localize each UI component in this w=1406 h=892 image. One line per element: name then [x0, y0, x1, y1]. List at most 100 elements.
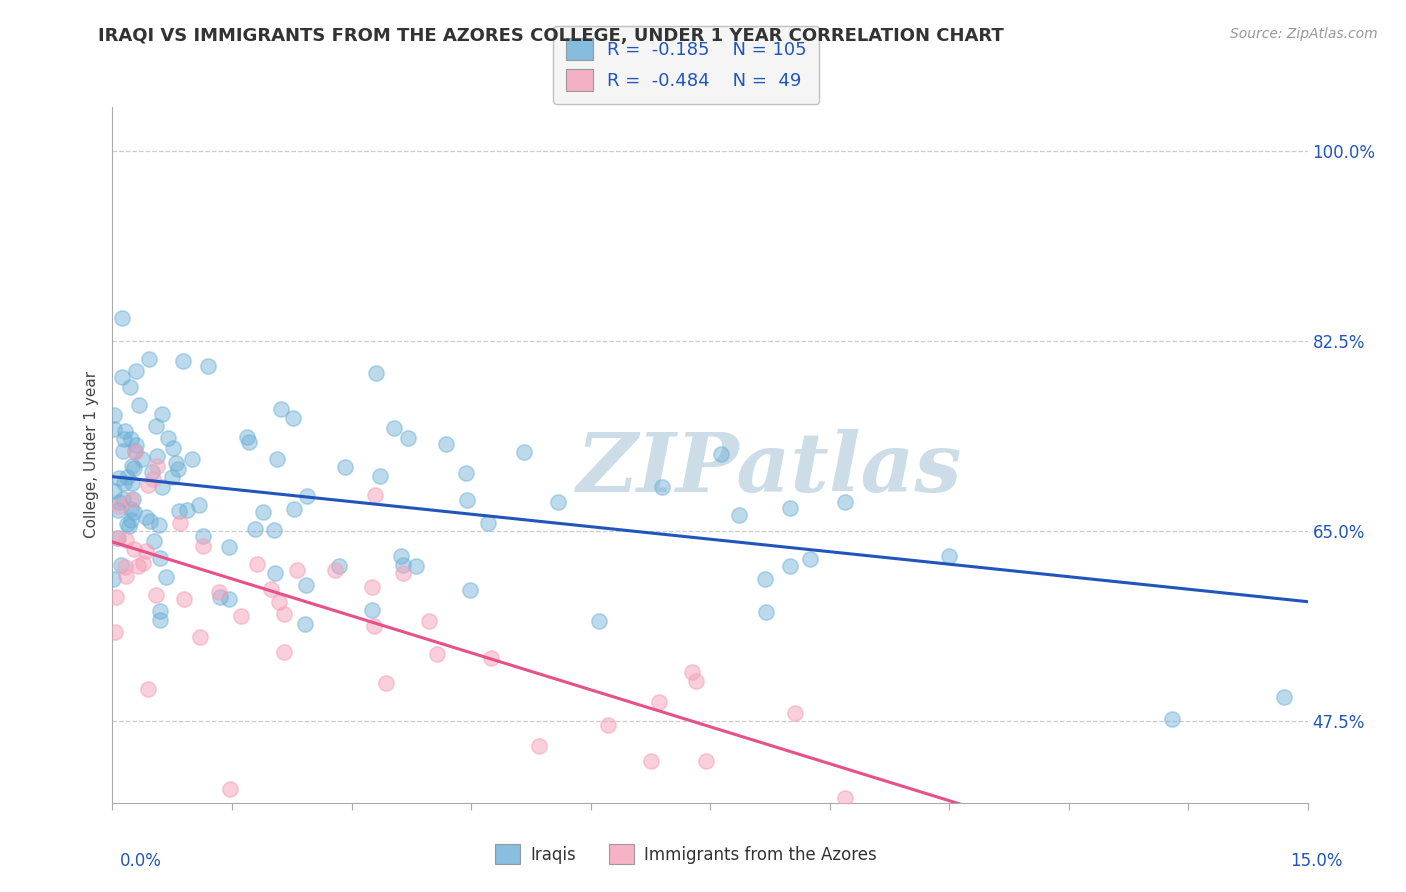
Y-axis label: College, Under 1 year: College, Under 1 year: [84, 371, 100, 539]
Point: [366, 366, 388, 380]
Point: [479, 651, 502, 665]
Point: [157, 430, 180, 444]
Point: [121, 458, 143, 473]
Point: [162, 442, 184, 456]
Point: [121, 475, 143, 490]
Point: [108, 471, 131, 485]
Point: [360, 580, 382, 594]
Point: [375, 676, 398, 690]
Point: [149, 550, 172, 565]
Point: [114, 559, 136, 574]
Point: [107, 499, 129, 513]
Point: [785, 706, 807, 721]
Point: [236, 430, 259, 444]
Point: [115, 516, 138, 531]
Point: [193, 529, 215, 543]
Point: [392, 558, 415, 572]
Point: [105, 590, 128, 604]
Point: [146, 449, 169, 463]
Point: [120, 432, 142, 446]
Point: [169, 516, 191, 530]
Point: [148, 518, 170, 533]
Point: [273, 607, 295, 622]
Point: [219, 782, 242, 797]
Point: [148, 613, 170, 627]
Point: [648, 695, 671, 709]
Point: [104, 625, 127, 640]
Point: [122, 492, 145, 507]
Point: [121, 502, 143, 516]
Point: [834, 495, 856, 509]
Point: [294, 616, 316, 631]
Point: [333, 460, 356, 475]
Text: ZIPatlas: ZIPatlas: [576, 429, 963, 508]
Point: [112, 444, 135, 458]
Point: [360, 602, 382, 616]
Point: [527, 739, 550, 753]
Point: [166, 461, 188, 475]
Point: [285, 563, 308, 577]
Point: [363, 619, 385, 633]
Text: Source: ZipAtlas.com: Source: ZipAtlas.com: [1230, 27, 1378, 41]
Point: [454, 466, 477, 480]
Point: [124, 461, 146, 475]
Point: [141, 465, 163, 479]
Point: [328, 559, 350, 574]
Point: [434, 437, 457, 451]
Point: [125, 438, 148, 452]
Point: [115, 569, 138, 583]
Point: [173, 591, 195, 606]
Point: [188, 630, 211, 644]
Point: [150, 407, 173, 421]
Point: [389, 549, 412, 564]
Point: [187, 498, 209, 512]
Point: [231, 608, 253, 623]
Point: [172, 353, 194, 368]
Point: [264, 566, 287, 580]
Point: [118, 519, 141, 533]
Point: [266, 451, 288, 466]
Point: [124, 444, 146, 458]
Point: [685, 673, 707, 688]
Point: [779, 559, 801, 574]
Point: [135, 510, 157, 524]
Text: 15.0%: 15.0%: [1291, 852, 1343, 870]
Point: [103, 422, 125, 436]
Point: [779, 501, 801, 516]
Point: [382, 420, 405, 434]
Legend: Iraqis, Immigrants from the Azores: Iraqis, Immigrants from the Azores: [488, 838, 884, 871]
Point: [297, 489, 319, 503]
Point: [111, 369, 134, 384]
Point: [103, 483, 125, 498]
Point: [405, 558, 427, 573]
Point: [364, 488, 387, 502]
Point: [110, 310, 132, 325]
Point: [396, 432, 419, 446]
Point: [145, 588, 167, 602]
Point: [755, 605, 778, 619]
Point: [107, 502, 129, 516]
Point: [710, 447, 733, 461]
Point: [238, 434, 260, 449]
Point: [728, 508, 751, 523]
Point: [547, 495, 569, 509]
Point: [209, 590, 232, 604]
Point: [243, 522, 266, 536]
Point: [136, 478, 159, 492]
Point: [111, 491, 134, 506]
Point: [513, 445, 536, 459]
Point: [107, 531, 129, 545]
Point: [273, 645, 295, 659]
Point: [166, 456, 188, 470]
Point: [160, 469, 183, 483]
Point: [114, 533, 136, 548]
Point: [120, 492, 142, 507]
Point: [101, 572, 124, 586]
Point: [108, 494, 131, 508]
Point: [125, 364, 148, 378]
Point: [281, 411, 304, 425]
Point: [127, 558, 149, 573]
Point: [640, 755, 662, 769]
Point: [598, 718, 620, 732]
Point: [122, 505, 145, 519]
